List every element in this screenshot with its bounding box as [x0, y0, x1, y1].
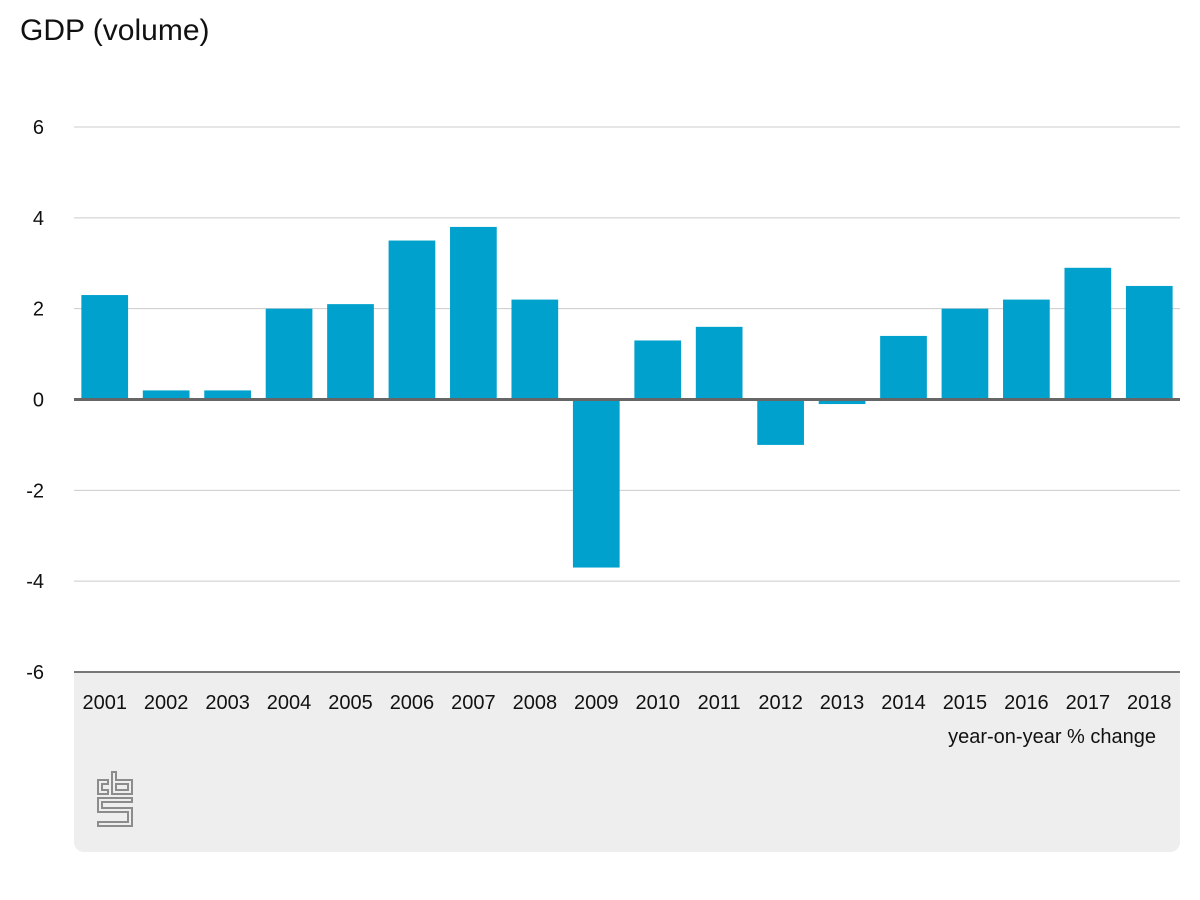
bar-2011 — [695, 326, 743, 400]
x-tick-label: 2017 — [1066, 692, 1111, 714]
x-tick-label: 2001 — [82, 692, 127, 714]
bar-2003 — [204, 390, 251, 400]
x-tick-label: 2004 — [267, 692, 312, 714]
bar-2007 — [450, 226, 497, 400]
chart-title: GDP (volume) — [20, 14, 210, 47]
bar-2016 — [1003, 299, 1050, 400]
bar-2008 — [511, 299, 559, 400]
y-axis-ticks: 6 4 2 0 -2 -4 -6 — [26, 117, 44, 684]
x-axis-ticks: 2001 2002 2003 2004 2005 2006 2007 2008 2009 2010… — [82, 692, 1171, 714]
bar-2001 — [81, 295, 129, 400]
x-tick-label: 2016 — [1004, 692, 1049, 714]
x-tick-label: 2012 — [758, 692, 803, 714]
bar-2004 — [265, 308, 313, 400]
bar-2009 — [572, 399, 620, 568]
bar-2005 — [327, 304, 374, 400]
x-tick-label: 2007 — [451, 692, 496, 714]
unit-label: year-on-year % change — [948, 726, 1156, 748]
x-tick-label: 2011 — [698, 692, 741, 714]
x-tick-label: 2018 — [1127, 692, 1172, 714]
x-tick-label: 2006 — [390, 692, 435, 714]
x-tick-label: 2003 — [205, 692, 250, 714]
x-tick-label: 2015 — [943, 692, 988, 714]
bar-2017 — [1064, 267, 1112, 400]
bar-2006 — [388, 240, 436, 400]
x-tick-label: 2005 — [328, 692, 373, 714]
gridlines — [74, 126, 1180, 582]
y-tick-label: -6 — [26, 662, 44, 684]
x-tick-label: 2002 — [144, 692, 189, 714]
y-tick-label: 6 — [33, 117, 44, 139]
x-tick-label: 2013 — [820, 692, 865, 714]
y-tick-label: 0 — [33, 390, 44, 412]
bar-2012 — [757, 399, 804, 445]
x-tick-label: 2010 — [635, 692, 680, 714]
x-tick-label: 2009 — [574, 692, 619, 714]
y-tick-label: 2 — [33, 299, 44, 321]
bar-2018 — [1125, 285, 1173, 400]
x-tick-label: 2008 — [513, 692, 558, 714]
bar-2013 — [818, 399, 866, 405]
y-tick-label: 4 — [33, 208, 44, 230]
bars — [81, 226, 1173, 568]
y-tick-label: -2 — [26, 480, 44, 502]
bar-2002 — [142, 390, 190, 400]
axes — [74, 398, 1180, 673]
bar-2010 — [634, 340, 682, 400]
x-tick-label: 2014 — [881, 692, 926, 714]
footer-panel — [74, 672, 1180, 852]
bar-2014 — [880, 335, 927, 400]
y-tick-label: -4 — [26, 571, 44, 593]
cbs-logo-icon — [97, 771, 133, 827]
bar-2015 — [941, 308, 989, 400]
